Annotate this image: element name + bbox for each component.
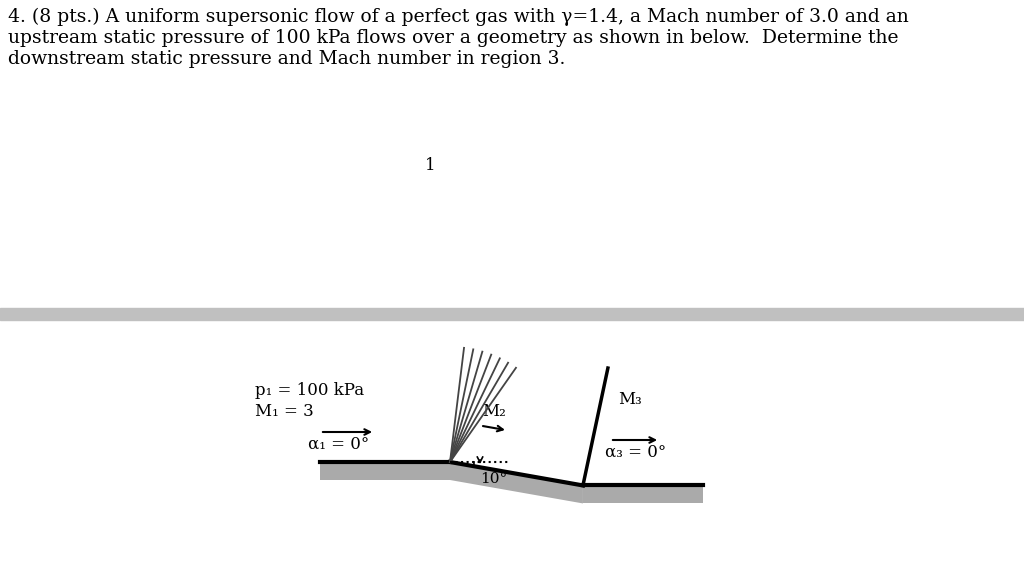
- Text: 1: 1: [425, 157, 435, 173]
- Text: M₂: M₂: [482, 403, 506, 420]
- Text: 10°: 10°: [480, 472, 507, 486]
- Text: 4. (8 pts.) A uniform supersonic flow of a perfect gas with γ=1.4, a Mach number: 4. (8 pts.) A uniform supersonic flow of…: [8, 8, 908, 68]
- Polygon shape: [450, 462, 583, 503]
- Text: M₁ = 3: M₁ = 3: [255, 403, 313, 420]
- Bar: [0, 308, 1024, 320]
- Text: α₃ = 0°: α₃ = 0°: [605, 444, 667, 461]
- Text: M₃: M₃: [618, 391, 642, 408]
- Text: α₁ = 0°: α₁ = 0°: [308, 436, 370, 453]
- Text: p₁ = 100 kPa: p₁ = 100 kPa: [255, 382, 365, 399]
- Polygon shape: [319, 462, 450, 480]
- Polygon shape: [583, 485, 702, 503]
